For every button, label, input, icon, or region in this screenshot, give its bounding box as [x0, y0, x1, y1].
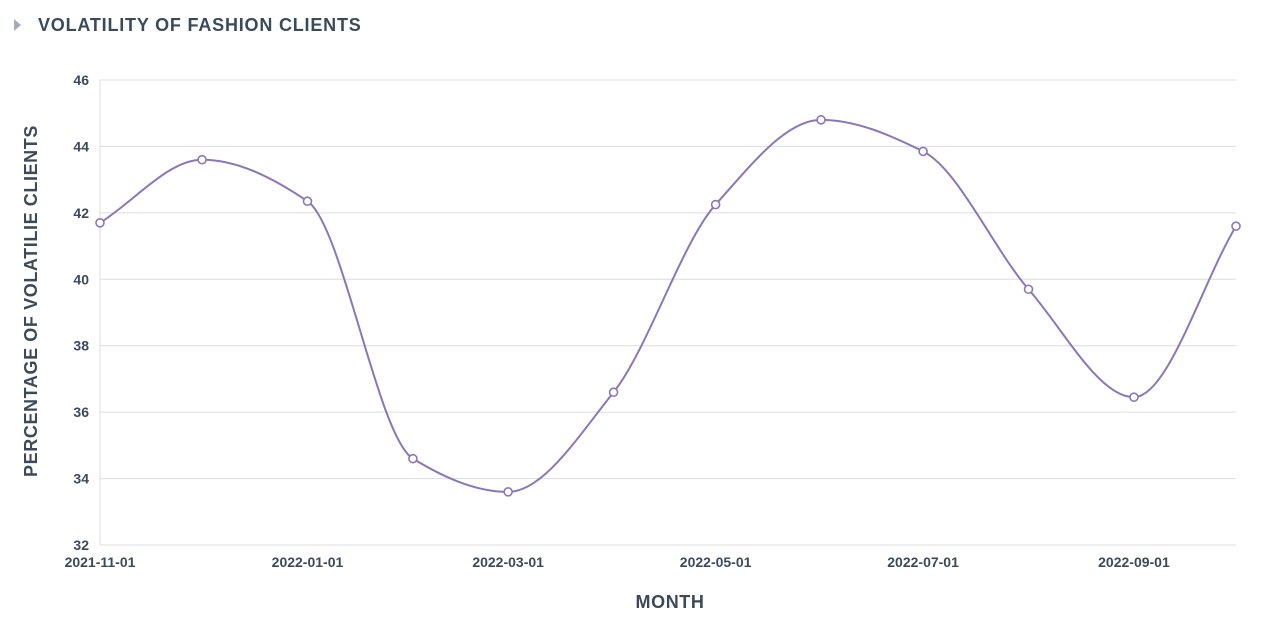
collapse-caret-icon[interactable] — [14, 19, 21, 31]
data-point[interactable] — [1231, 221, 1241, 231]
data-point[interactable] — [503, 487, 513, 497]
x-tick-label: 2022-05-01 — [680, 554, 752, 570]
gridlines — [99, 79, 1236, 546]
chart-header: VOLATILITY OF FASHION CLIENTS — [14, 13, 362, 37]
y-tick-label: 38 — [73, 338, 89, 354]
y-tick-label: 34 — [73, 471, 89, 487]
y-tick-label: 42 — [73, 205, 89, 221]
data-point[interactable] — [918, 146, 928, 157]
y-tick-label: 44 — [73, 138, 89, 154]
data-point[interactable] — [95, 218, 105, 228]
y-tick-label: 46 — [73, 72, 89, 88]
data-point[interactable] — [197, 154, 207, 165]
y-tick-label: 36 — [73, 404, 89, 420]
y-tick-label: 32 — [73, 537, 89, 553]
y-tick-label: 40 — [73, 271, 89, 287]
chart-title: VOLATILITY OF FASHION CLIENTS — [38, 14, 362, 35]
x-tick-label: 2022-07-01 — [887, 554, 959, 570]
x-axis-ticks: 2021-11-01 2022-01-01 2022-03-01 2022-05-01… — [65, 554, 1170, 570]
y-axis-title: PERCENTAGE OF VOLATILIE CLIENTS — [21, 125, 41, 477]
x-axis-title: MONTH — [636, 592, 705, 612]
data-points — [95, 115, 1241, 497]
y-axis-ticks: 32 34 36 38 40 42 44 46 — [73, 72, 89, 553]
x-tick-label: 2022-01-01 — [272, 554, 344, 570]
x-tick-label: 2022-09-01 — [1098, 554, 1170, 570]
x-tick-label: 2022-03-01 — [472, 554, 544, 570]
data-point[interactable] — [1129, 392, 1139, 402]
data-point[interactable] — [608, 387, 619, 398]
data-point[interactable] — [710, 199, 721, 210]
data-point[interactable] — [1023, 284, 1034, 295]
data-point[interactable] — [408, 453, 418, 464]
x-tick-label: 2021-11-01 — [65, 554, 136, 570]
data-point[interactable] — [302, 196, 313, 207]
data-point[interactable] — [816, 115, 826, 125]
series-line — [99, 118, 1237, 493]
